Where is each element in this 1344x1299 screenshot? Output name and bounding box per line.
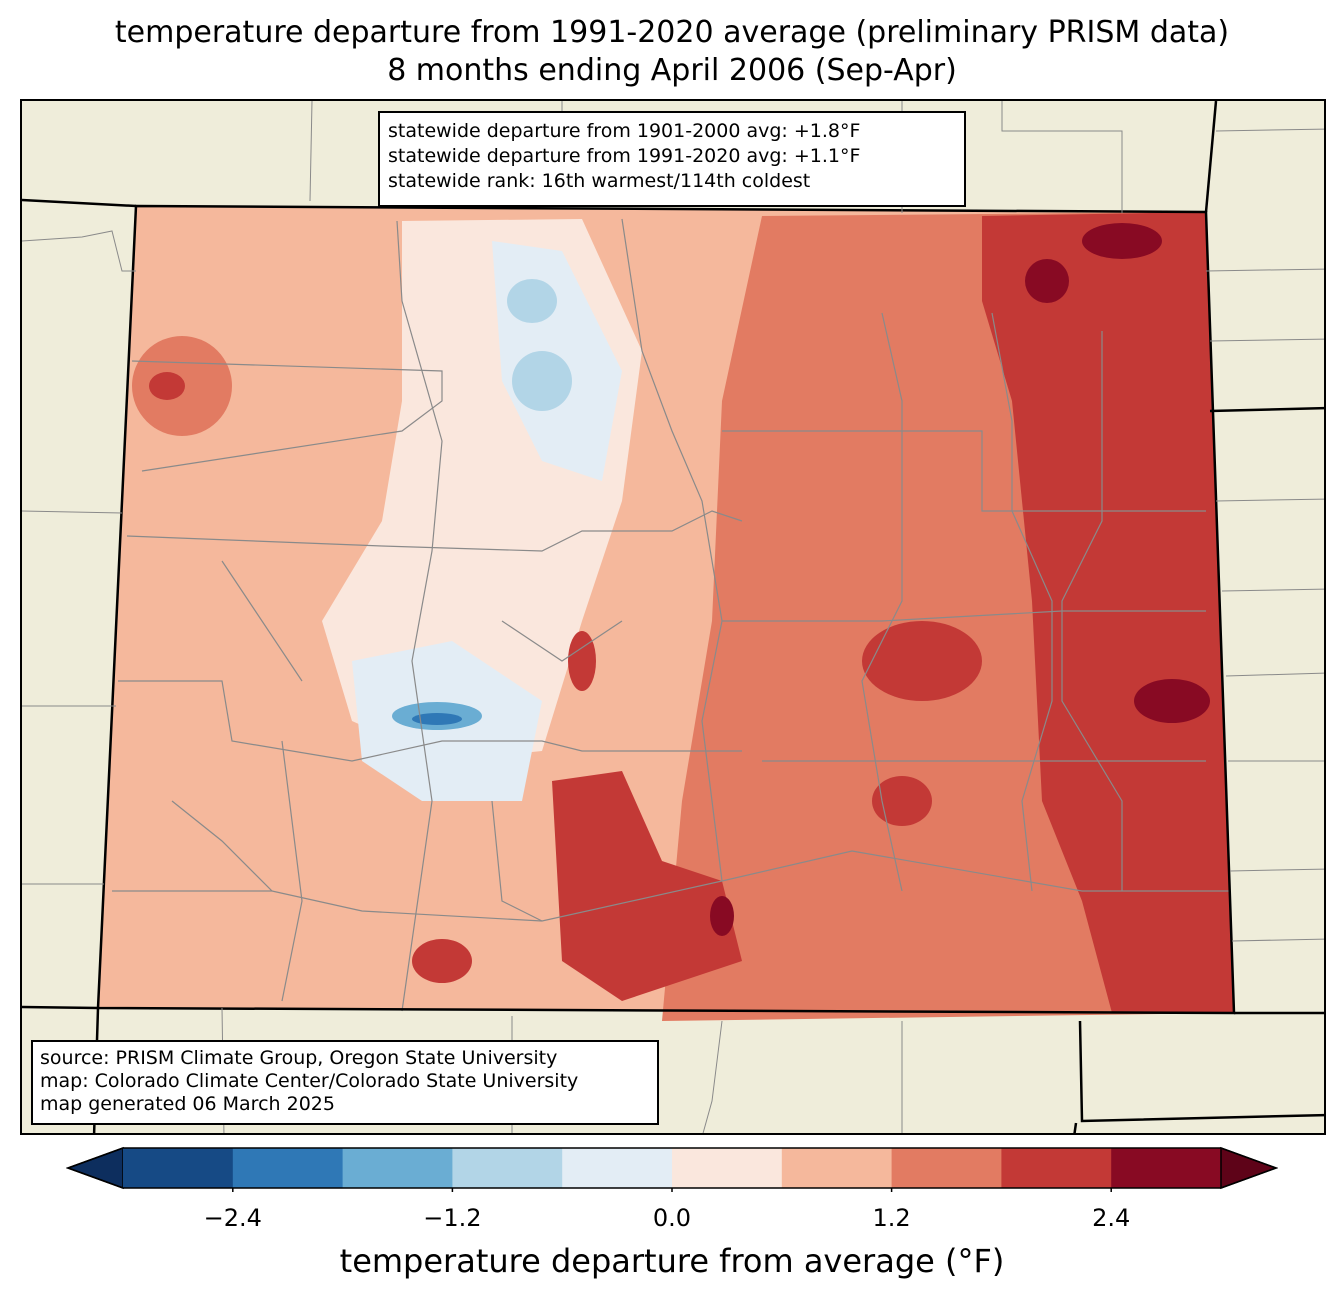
colorbar-cell <box>1001 1148 1112 1188</box>
zone-n-cool <box>512 351 572 411</box>
colorbar-cell <box>232 1148 344 1188</box>
colorbar-cell <box>452 1148 563 1188</box>
zone-ne-core2 <box>1025 259 1069 303</box>
map-title-line1: temperature departure from 1991-2020 ave… <box>114 15 1230 50</box>
zone-east-warm <box>982 212 1234 1013</box>
map-credit-line: map: Colorado Climate Center/Colorado St… <box>40 1070 579 1092</box>
statewide-stats-box: statewide departure from 1901-2000 avg: … <box>378 111 966 207</box>
colorbar-cell <box>781 1148 893 1188</box>
zone-nw-warmcore <box>149 372 185 400</box>
stats-line-rank: statewide rank: 16th warmest/114th colde… <box>388 170 811 192</box>
colorbar-cell <box>123 1148 234 1188</box>
zone-south-warm <box>552 771 742 1001</box>
county-lines <box>112 218 1230 1012</box>
colorbar-cell <box>342 1148 453 1188</box>
source-box: source: PRISM Climate Group, Oregon Stat… <box>31 1040 659 1125</box>
generated-date-line: map generated 06 March 2025 <box>40 1093 335 1115</box>
colorbar-tick-label: −2.4 <box>203 1204 262 1232</box>
colorbar-outline <box>66 1147 1278 1189</box>
zone-center-warm <box>862 621 982 701</box>
zone-sw-warm <box>412 939 472 983</box>
stats-line-1991-2020: statewide departure from 1991-2020 avg: … <box>388 145 861 167</box>
zone-e-core <box>1134 679 1210 723</box>
colorado-temperature-field <box>98 206 1234 1021</box>
stats-line-1901-2000: statewide departure from 1901-2000 avg: … <box>388 120 861 142</box>
colorbar-tick-label: 1.2 <box>872 1204 911 1232</box>
colorbar-cell <box>672 1148 783 1188</box>
colorbar-label: temperature departure from average (°F) <box>339 1242 1005 1280</box>
zone-nw-cool <box>507 279 557 323</box>
colorbar-over-arrow <box>1220 1146 1278 1190</box>
colorbar-cell <box>562 1148 673 1188</box>
colorbar-tick-label: 0.0 <box>652 1204 692 1232</box>
map-title-line2: 8 months ending April 2006 (Sep-Apr) <box>387 53 957 88</box>
map-frame <box>20 99 1326 1135</box>
colorbar-cells <box>66 1146 1278 1192</box>
colorbar-tick-label: 2.4 <box>1092 1204 1131 1232</box>
zone-sw-coolcore <box>412 713 462 725</box>
source-line: source: PRISM Climate Group, Oregon Stat… <box>40 1047 558 1069</box>
colorbar-cell <box>891 1148 1002 1188</box>
colorado-map <box>22 101 1324 1133</box>
colorbar-under-arrow <box>66 1146 124 1190</box>
colorbar <box>66 1146 1278 1192</box>
colorbar-cell <box>1111 1148 1222 1188</box>
colorbar-tick-label: −1.2 <box>423 1204 482 1232</box>
zone-s-core <box>710 896 734 936</box>
zone-wc-warm <box>568 631 596 691</box>
zone-ne-core <box>1082 223 1162 259</box>
zone-southeast-warm <box>872 776 932 826</box>
